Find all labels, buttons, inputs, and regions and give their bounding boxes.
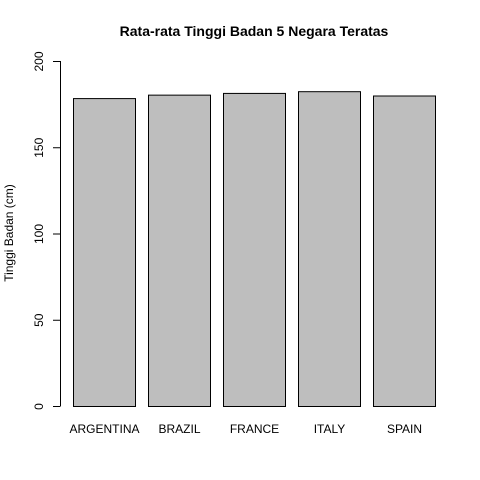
bar-italy bbox=[298, 91, 361, 407]
x-tick-label-brazil: BRAZIL bbox=[158, 422, 200, 436]
x-tick-label-france: FRANCE bbox=[230, 422, 279, 436]
bar-spain bbox=[373, 95, 436, 407]
bar-brazil bbox=[148, 94, 211, 407]
bar-argentina bbox=[73, 98, 136, 408]
y-axis: 0 50 100 150 200 bbox=[32, 51, 61, 410]
y-tick-label-150: 150 bbox=[32, 137, 46, 157]
y-tick-label-200: 200 bbox=[32, 51, 46, 71]
x-axis-labels: ARGENTINA BRAZIL FRANCE ITALY SPAIN bbox=[69, 422, 422, 436]
y-tick-label-100: 100 bbox=[32, 224, 46, 244]
x-tick-label-argentina: ARGENTINA bbox=[69, 422, 139, 436]
chart-title: Rata-rata Tinggi Badan 5 Negara Teratas bbox=[120, 23, 389, 39]
x-tick-label-spain: SPAIN bbox=[387, 422, 422, 436]
bars-group bbox=[73, 91, 436, 408]
y-tick-label-0: 0 bbox=[32, 403, 46, 410]
y-axis-label: Tinggi Badan (cm) bbox=[2, 184, 16, 282]
x-tick-label-italy: ITALY bbox=[314, 422, 346, 436]
bar-france bbox=[223, 92, 286, 407]
y-tick-label-50: 50 bbox=[32, 313, 46, 327]
